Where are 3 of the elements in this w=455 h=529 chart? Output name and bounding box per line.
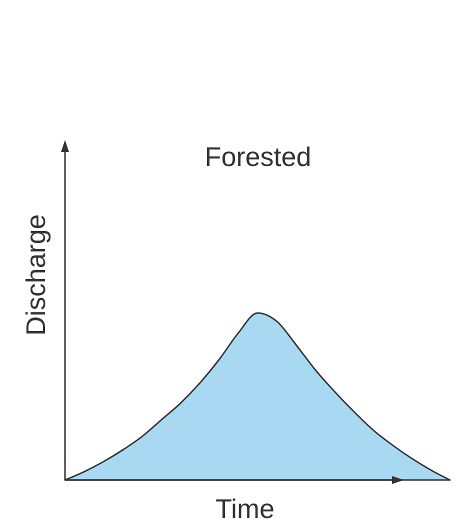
chart-title: Forested <box>204 142 312 172</box>
x-axis-title: Time <box>216 494 274 524</box>
y-axis-title: Discharge <box>21 214 51 336</box>
